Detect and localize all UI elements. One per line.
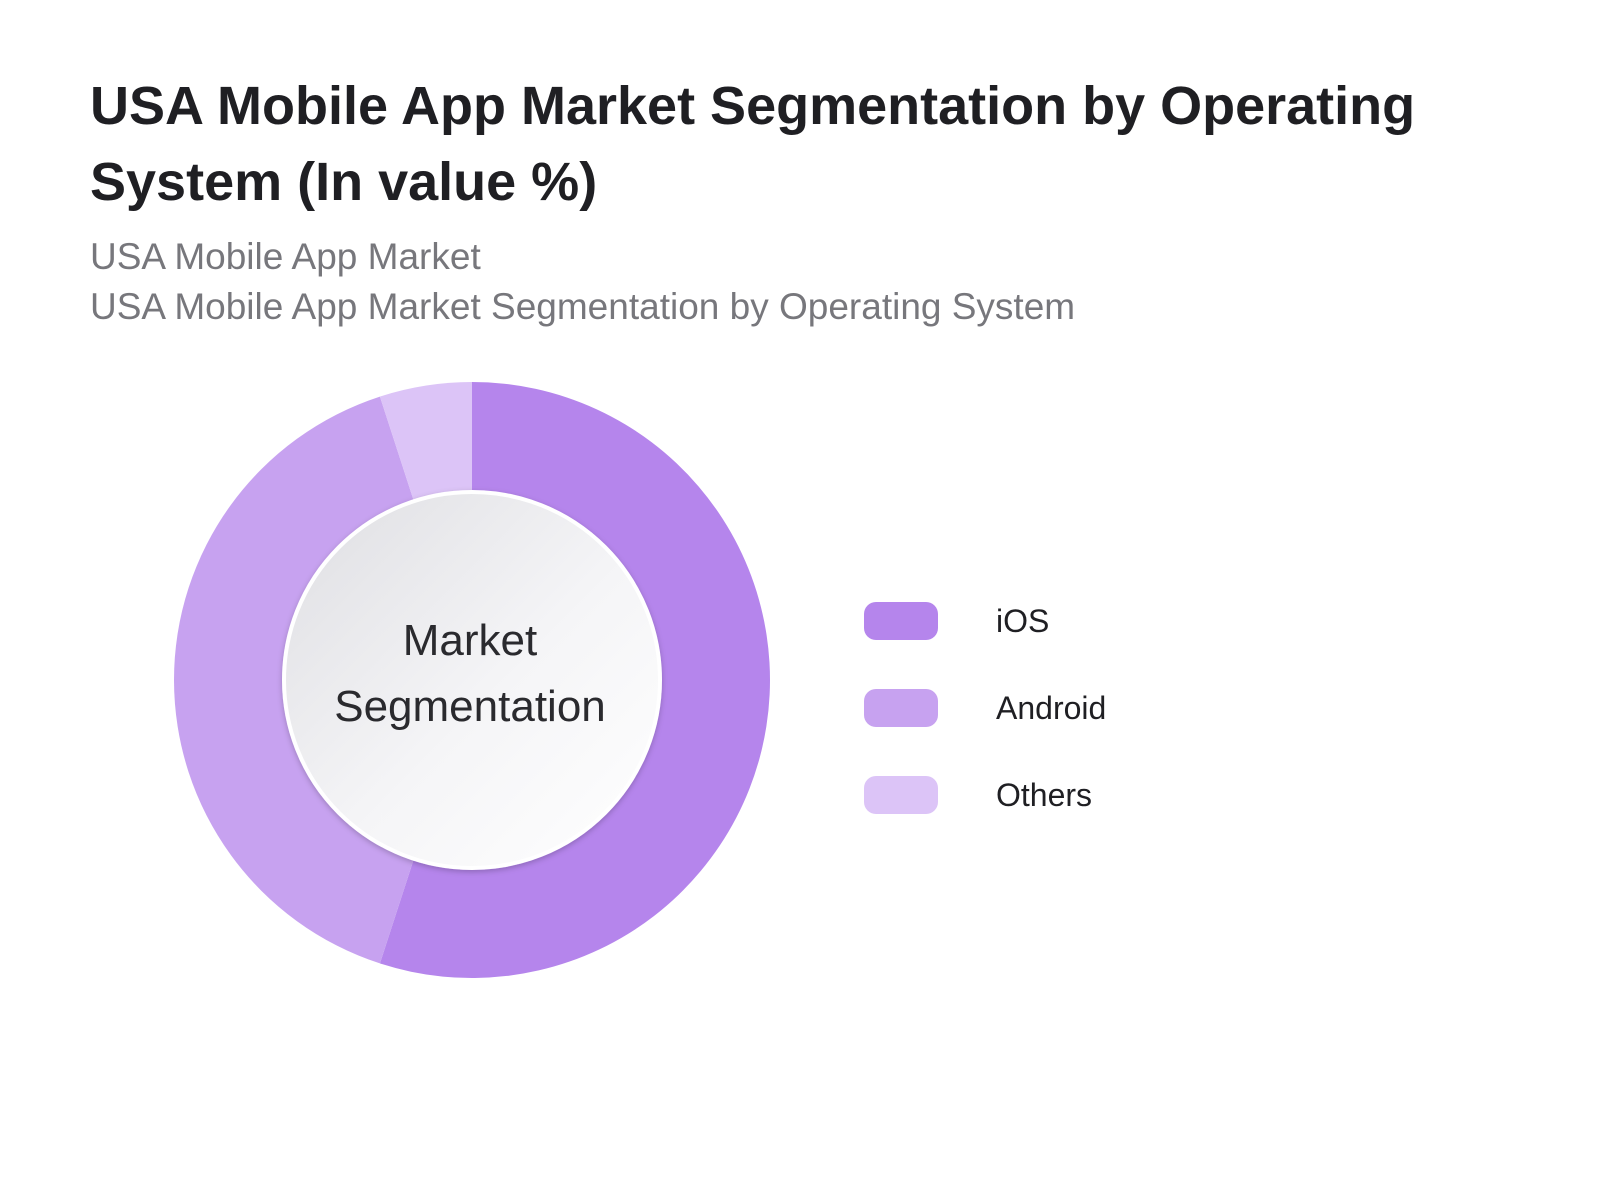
legend-label-android: Android — [996, 690, 1107, 726]
chart-subtitle-2: USA Mobile App Market Segmentation by Op… — [90, 286, 1076, 327]
chart-title: USA Mobile App Market Segmentation by Op… — [90, 76, 1416, 212]
center-label-line-2: Segmentation — [334, 682, 606, 731]
legend-swatch-others — [864, 776, 938, 814]
legend-label-ios: iOS — [996, 603, 1050, 639]
legend-swatch-ios — [864, 602, 938, 640]
center-label-line-1: Market — [402, 616, 538, 665]
legend-label-others: Others — [996, 777, 1093, 813]
donut-center-hole — [282, 490, 662, 870]
legend-swatch-android — [864, 689, 938, 727]
chart-subtitle-1: USA Mobile App Market — [90, 236, 481, 277]
donut-center-label: Market Segmentation — [290, 608, 650, 740]
